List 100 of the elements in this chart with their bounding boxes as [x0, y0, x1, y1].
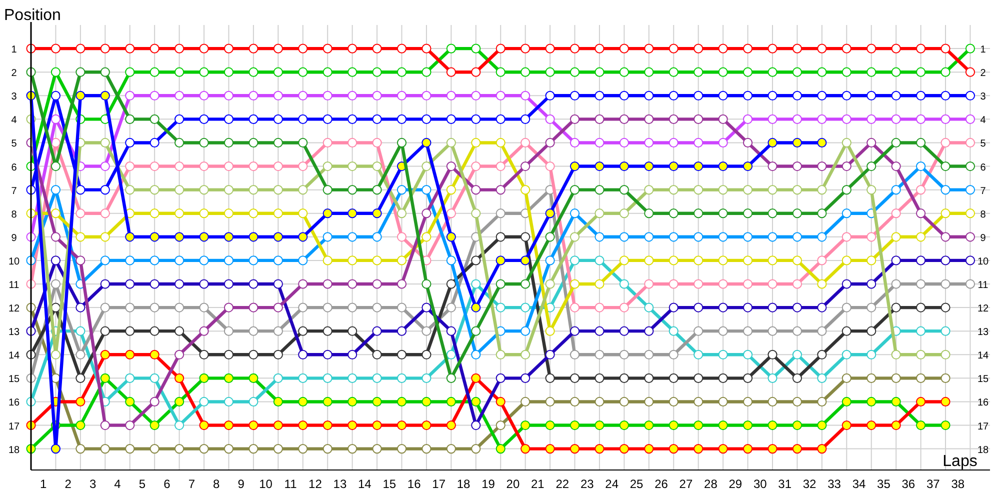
- point: [199, 161, 209, 172]
- point: [891, 138, 901, 148]
- point: [594, 138, 604, 148]
- point: [520, 444, 530, 454]
- point: [471, 67, 481, 77]
- point: [372, 373, 382, 383]
- point: [422, 350, 432, 360]
- point: [916, 185, 926, 195]
- point: [866, 44, 876, 54]
- point: [248, 302, 258, 312]
- point: [792, 114, 802, 124]
- point: [322, 44, 332, 54]
- point: [594, 208, 604, 218]
- point: [817, 302, 827, 312]
- point: [76, 373, 86, 383]
- point: [842, 44, 852, 54]
- point: [694, 185, 704, 195]
- point: [817, 208, 827, 218]
- point: [940, 114, 950, 124]
- point: [298, 350, 308, 360]
- point: [76, 232, 86, 242]
- point: [718, 279, 728, 289]
- point: [471, 302, 481, 312]
- point: [619, 114, 629, 124]
- point: [916, 232, 926, 242]
- point: [742, 185, 753, 195]
- point: [520, 326, 530, 336]
- point: [273, 279, 283, 289]
- point: [570, 232, 580, 242]
- point: [372, 326, 382, 336]
- point: [594, 326, 604, 336]
- point: [545, 44, 555, 54]
- point: [619, 138, 629, 148]
- point: [718, 232, 728, 242]
- point: [125, 396, 135, 407]
- y-tick-label: 8: [11, 209, 18, 220]
- point: [891, 279, 901, 289]
- point: [817, 420, 827, 430]
- point: [50, 279, 61, 289]
- point: [76, 90, 86, 100]
- point: [891, 44, 901, 54]
- x-tick-label: 14: [358, 477, 372, 491]
- point: [520, 420, 530, 430]
- point: [768, 373, 778, 383]
- y-tick-label: 4: [11, 115, 18, 126]
- point: [644, 185, 654, 195]
- point: [842, 279, 852, 289]
- point: [718, 208, 728, 218]
- point: [125, 114, 135, 124]
- point: [372, 279, 382, 289]
- point: [644, 161, 654, 172]
- point: [150, 67, 160, 77]
- x-tick-label: 29: [728, 477, 742, 491]
- point: [396, 279, 407, 289]
- point: [422, 232, 432, 242]
- point: [174, 326, 184, 336]
- point: [174, 373, 184, 383]
- point: [298, 444, 308, 454]
- point: [396, 396, 407, 407]
- point: [174, 67, 184, 77]
- point: [570, 114, 580, 124]
- point: [471, 114, 481, 124]
- point: [842, 420, 852, 430]
- point: [273, 44, 283, 54]
- point: [248, 396, 258, 407]
- point: [322, 279, 332, 289]
- point: [471, 185, 481, 195]
- x-tick-label: 13: [333, 477, 347, 491]
- point: [422, 90, 432, 100]
- point: [348, 302, 358, 312]
- point: [298, 185, 308, 195]
- y-tick-label: 13: [8, 327, 20, 338]
- point: [150, 279, 160, 289]
- x-tick-label: 9: [238, 477, 245, 491]
- x-tick-label: 11: [284, 477, 298, 491]
- point: [644, 90, 654, 100]
- x-tick-label: 19: [482, 477, 496, 491]
- point: [866, 256, 876, 266]
- point: [471, 90, 481, 100]
- point: [348, 138, 358, 148]
- point: [100, 67, 110, 77]
- point: [644, 44, 654, 54]
- point: [248, 232, 258, 242]
- point: [594, 67, 604, 77]
- point: [76, 350, 86, 360]
- point: [792, 396, 802, 407]
- point: [891, 396, 901, 407]
- point: [76, 444, 86, 454]
- x-tick-label: 21: [531, 477, 545, 491]
- point: [446, 350, 456, 360]
- point: [446, 90, 456, 100]
- point: [496, 90, 506, 100]
- point: [668, 302, 678, 312]
- point: [768, 208, 778, 218]
- point: [496, 420, 506, 430]
- point: [100, 161, 110, 172]
- point: [866, 326, 876, 336]
- point: [372, 420, 382, 430]
- point: [792, 326, 802, 336]
- point: [348, 396, 358, 407]
